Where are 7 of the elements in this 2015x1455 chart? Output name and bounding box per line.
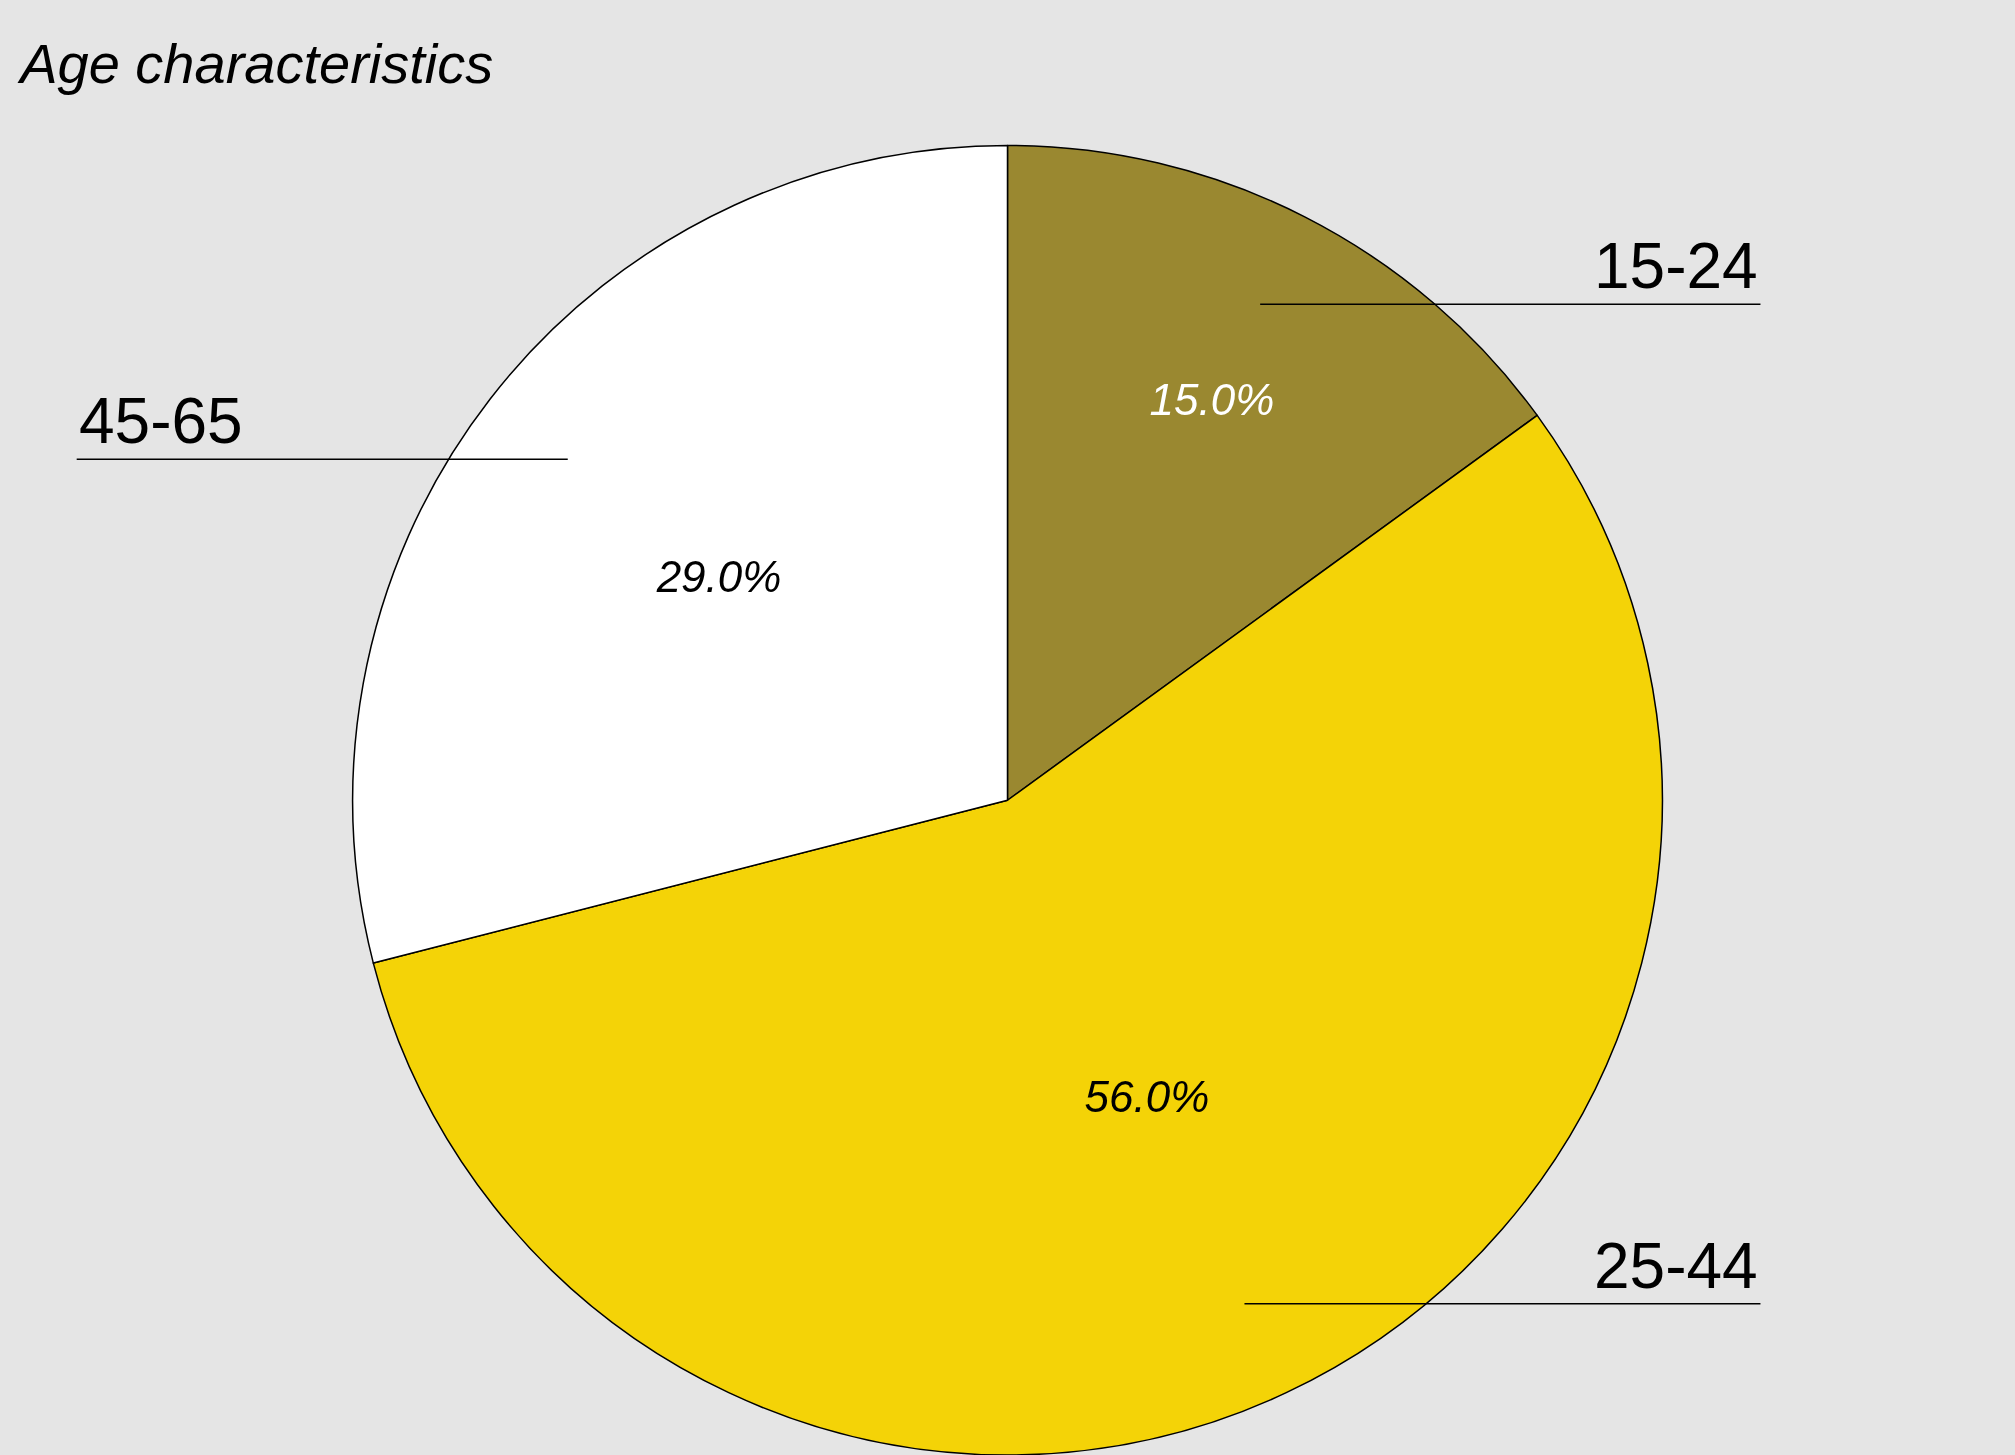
data-label: 56.0% bbox=[1084, 1071, 1210, 1121]
slice-label: 25-44 bbox=[1594, 1230, 1758, 1302]
chart-title: Age characteristics bbox=[17, 31, 494, 95]
slice-label: 45-65 bbox=[79, 385, 243, 457]
slice-label: 15-24 bbox=[1594, 230, 1758, 302]
data-label: 15.0% bbox=[1149, 374, 1275, 424]
data-label: 29.0% bbox=[655, 551, 782, 601]
